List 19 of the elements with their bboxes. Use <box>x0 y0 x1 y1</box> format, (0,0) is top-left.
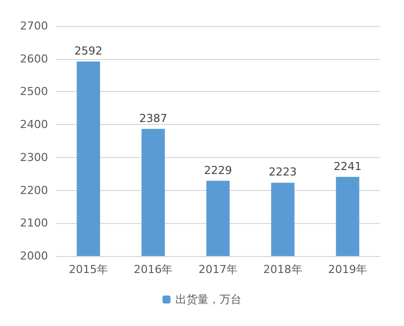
y-tick-label: 2600 <box>20 52 48 66</box>
data-label: 2592 <box>74 44 102 58</box>
legend-label: 出货量，万台 <box>176 293 242 306</box>
y-tick-label: 2500 <box>20 85 48 98</box>
x-tick-label: 2018年 <box>263 263 302 276</box>
data-label: 2387 <box>139 112 168 125</box>
y-tick-label: 2700 <box>20 20 48 32</box>
x-tick-label: 2015年 <box>68 263 108 276</box>
x-tick-label: 2016年 <box>134 263 173 276</box>
y-tick-label: 2300 <box>20 150 48 164</box>
data-label: 2241 <box>334 160 362 173</box>
y-tick-label: 2000 <box>20 250 48 262</box>
data-label: 2223 <box>268 166 297 179</box>
data-label: 2229 <box>204 164 232 177</box>
x-tick-label: 2019年 <box>328 263 368 276</box>
y-tick-label: 2200 <box>20 184 48 197</box>
x-tick-label: 2017年 <box>198 263 238 276</box>
y-tick-label: 2100 <box>20 216 48 230</box>
y-tick-label: 2400 <box>20 118 48 132</box>
